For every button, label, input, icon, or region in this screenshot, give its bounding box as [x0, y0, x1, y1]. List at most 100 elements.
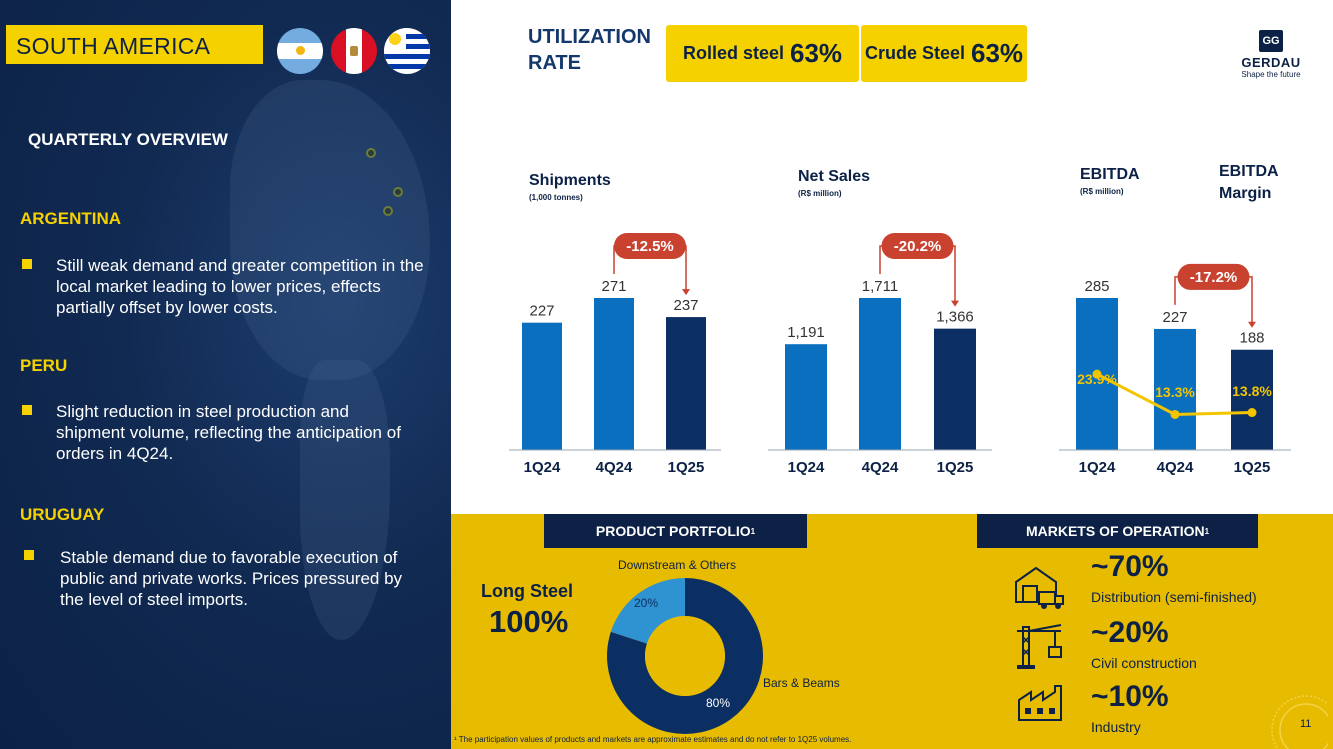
margin-label: 13.3%: [1155, 384, 1195, 400]
bar-value-label: 1,711: [862, 278, 898, 295]
crude-steel-box: Crude Steel 63%: [861, 25, 1027, 82]
category-tick-label: 4Q24: [596, 459, 633, 476]
category-tick-label: 1Q24: [524, 459, 561, 476]
variation-arrow: [682, 289, 690, 296]
peru-flag: [331, 28, 377, 74]
warehouse-truck-icon: [1015, 566, 1064, 609]
bar-4q24: [594, 298, 634, 450]
bar-value-label: 285: [1084, 278, 1109, 295]
quarterly-overview-title: QUARTERLY OVERVIEW: [28, 130, 228, 149]
market-label-industry: Industry: [1091, 719, 1141, 735]
rolled-steel-box: Rolled steel 63%: [666, 25, 859, 82]
variation-arrow: [951, 300, 959, 307]
rolled-steel-value: 63%: [789, 38, 843, 68]
region-title: SOUTH AMERICA: [6, 25, 263, 64]
market-value-construction: ~20%: [1091, 616, 1169, 649]
category-tick-label: 1Q25: [668, 459, 705, 476]
donut-slice-bars-beams: [607, 578, 763, 734]
donut-label-downstream: Downstream & Others: [618, 558, 737, 572]
charts-svg: 227 1Q24 271 4Q24 237 1Q25 -12.5% 1,191 1Q24 1,71…: [509, 233, 1291, 476]
left-panel: [0, 0, 451, 749]
long-steel-label: Long Steel: [481, 581, 574, 601]
donut-slice-downstream-others: [610, 578, 685, 644]
country-uruguay: URUGUAY: [20, 505, 105, 524]
net-sales-title: Net Sales: [798, 168, 871, 185]
bar-1q24: [785, 344, 827, 450]
variation-pill: [1177, 263, 1250, 290]
category-tick-label: 1Q24: [788, 459, 825, 476]
bar-4q24: [859, 298, 901, 450]
donut-label-bars: Bars & Beams: [763, 676, 840, 690]
variation-arrow: [1248, 321, 1256, 328]
page-number: 11: [1300, 718, 1312, 730]
market-label-construction: Civil construction: [1091, 655, 1197, 671]
decorative-seal: [1271, 695, 1328, 749]
factory-icon: [1018, 685, 1062, 721]
logo-tagline: Shape the future: [1241, 70, 1301, 79]
bar-value-label: 188: [1239, 330, 1264, 347]
map-marker: [393, 187, 403, 197]
markets-header: MARKETS OF OPERATION 1: [977, 514, 1258, 548]
margin-point: [1247, 408, 1257, 418]
bullet-marker: [22, 259, 32, 269]
bar-1q25: [934, 328, 976, 450]
argentina-flag: [277, 28, 323, 74]
variation-value: -20.2%: [894, 238, 942, 255]
uruguay-flag: [384, 28, 430, 74]
country-peru: PERU: [20, 356, 68, 375]
category-tick-label: 4Q24: [862, 459, 899, 476]
map-background: [230, 80, 430, 380]
gerdau-mark-icon: GG: [1259, 30, 1283, 52]
ebitda-title: EBITDA: [1080, 166, 1140, 183]
market-label-distribution: Distribution (semi-finished): [1091, 589, 1257, 605]
map-background-south: [300, 360, 390, 640]
gerdau-logo: GG GERDAU Shape the future: [1237, 30, 1305, 90]
category-tick-label: 4Q24: [1157, 459, 1194, 476]
donut-value-downstream: 20%: [634, 596, 659, 610]
product-portfolio-header-text: PRODUCT PORTFOLIO: [595, 523, 751, 539]
portfolio-donut: [607, 578, 763, 734]
bar-value-label: 1,366: [936, 309, 974, 326]
uruguay-text: Stable demand due to favorable execution…: [60, 548, 403, 609]
margin-point: [1170, 409, 1180, 419]
utilization-rate-title: UTILIZATION RATE: [528, 26, 651, 74]
long-steel-value: 100%: [489, 604, 569, 639]
map-marker: [366, 148, 376, 158]
bar-4q24: [1154, 328, 1196, 450]
margin-label: 13.8%: [1232, 383, 1272, 399]
margin-point: [1092, 369, 1102, 379]
donut-hole: [645, 616, 725, 696]
margin-label: 23.9%: [1077, 371, 1117, 387]
net-sales-subtitle: (R$ million): [798, 189, 842, 198]
market-value-distribution: ~70%: [1091, 550, 1169, 583]
markets-header-text: MARKETS OF OPERATION: [1025, 523, 1205, 539]
variation-pill: [614, 233, 686, 259]
variation-value: -17.2%: [1190, 269, 1238, 286]
crude-steel-label: Crude Steel: [864, 43, 965, 63]
peru-text: Slight reduction in steel production and…: [56, 402, 401, 463]
country-argentina: ARGENTINA: [20, 209, 122, 228]
logo-name: GERDAU: [1241, 55, 1301, 70]
variation-pill: [881, 233, 954, 259]
product-portfolio-header: PRODUCT PORTFOLIO 1: [544, 514, 807, 548]
ebitda-subtitle: (R$ million): [1080, 187, 1124, 196]
bar-value-label: 227: [1162, 309, 1187, 326]
shipments-subtitle: (1,000 tonnes): [529, 193, 583, 202]
crane-icon: [1017, 624, 1062, 669]
category-tick-label: 1Q24: [1079, 459, 1116, 476]
market-value-industry: ~10%: [1091, 680, 1169, 713]
bottom-band: [451, 514, 1333, 749]
variation-value: -12.5%: [626, 238, 674, 255]
ebitda-margin-title: EBITDA Margin: [1219, 163, 1278, 202]
shipments-title: Shipments: [529, 172, 611, 189]
argentina-text: Still weak demand and greater competitio…: [56, 256, 424, 317]
category-tick-label: 1Q25: [1234, 459, 1271, 476]
bullet-marker: [24, 550, 34, 560]
footnote: ¹ The participation values of products a…: [454, 735, 852, 744]
bar-1q25: [1231, 349, 1273, 450]
category-tick-label: 1Q25: [937, 459, 974, 476]
bullet-marker: [22, 405, 32, 415]
footnote-marker: 1: [1204, 526, 1210, 536]
bar-1q24: [522, 322, 562, 450]
bar-1q25: [666, 317, 706, 450]
